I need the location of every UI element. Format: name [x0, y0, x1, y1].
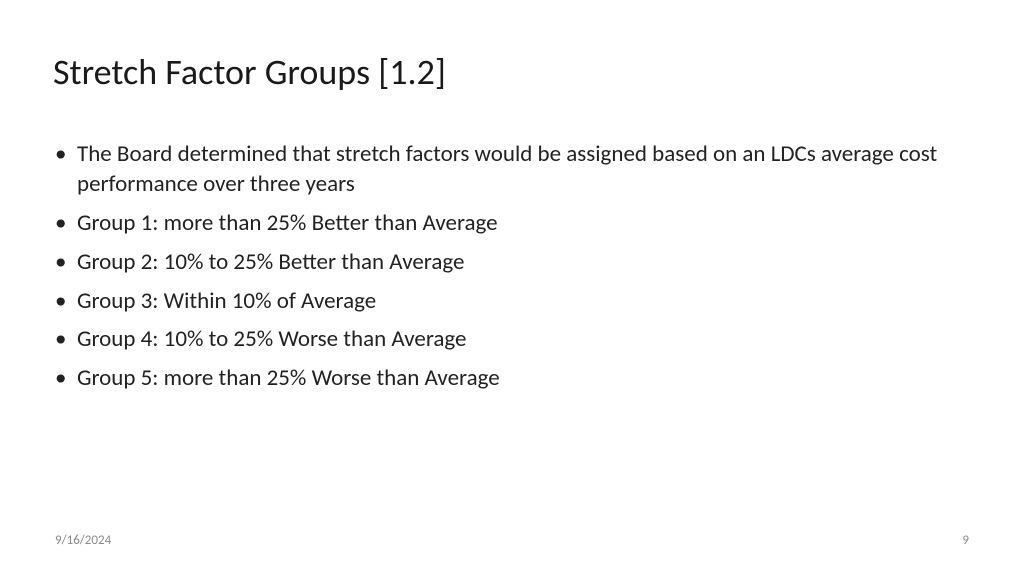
list-item: Group 4: 10% to 25% Worse than Average	[53, 325, 964, 355]
footer-page-number: 9	[962, 533, 969, 548]
list-item: The Board determined that stretch factor…	[53, 140, 964, 200]
slide-body: The Board determined that stretch factor…	[53, 140, 964, 403]
slide-title: Stretch Factor Groups [1.2]	[53, 50, 446, 94]
slide: Stretch Factor Groups [1.2] The Board de…	[0, 0, 1024, 576]
bullet-list: The Board determined that stretch factor…	[53, 140, 964, 394]
footer-date: 9/16/2024	[55, 533, 111, 548]
list-item: Group 3: Within 10% of Average	[53, 287, 964, 317]
list-item: Group 5: more than 25% Worse than Averag…	[53, 364, 964, 394]
list-item: Group 2: 10% to 25% Better than Average	[53, 248, 964, 278]
list-item: Group 1: more than 25% Better than Avera…	[53, 209, 964, 239]
